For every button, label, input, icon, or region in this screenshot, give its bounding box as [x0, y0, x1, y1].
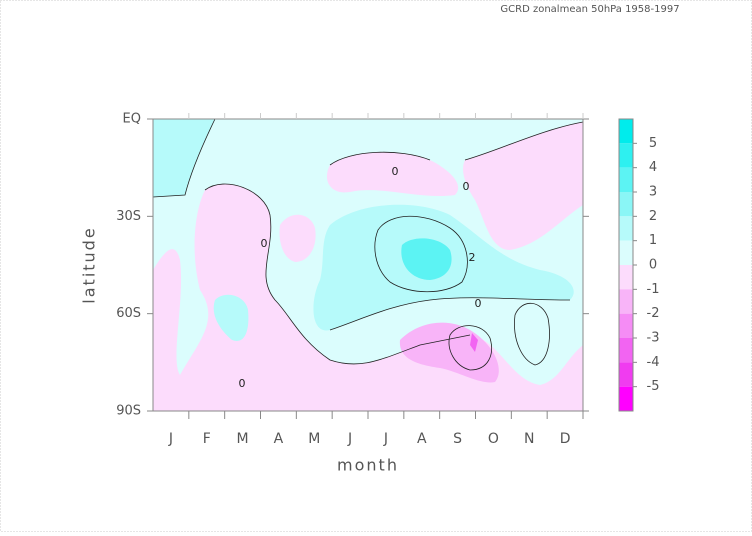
field	[326, 152, 459, 197]
colorbar-swatch	[619, 338, 633, 363]
colorbar-label: 3	[649, 185, 657, 200]
colorbar-label: -2	[647, 306, 660, 321]
x-tick-label: J	[168, 431, 173, 447]
colorbar-label: 5	[649, 136, 657, 151]
x-tick-label: J	[383, 431, 388, 447]
colorbar-swatch	[619, 143, 633, 168]
contour-label: 0	[475, 297, 482, 310]
contour-label: 0	[261, 237, 268, 250]
x-tick-label: O	[488, 431, 499, 447]
y-tick-label: EQ	[123, 112, 141, 127]
y-tick-label: 90S	[116, 404, 141, 419]
plot-area	[152, 118, 584, 411]
x-tick-label: M	[237, 431, 249, 447]
contour-label: 2	[469, 251, 476, 264]
colorbar-label: 1	[649, 233, 657, 248]
colorbar-swatch	[619, 192, 633, 217]
field	[514, 302, 550, 366]
x-tick-label: A	[417, 431, 427, 447]
field	[463, 122, 583, 250]
colorbar-label: -4	[647, 355, 660, 370]
y-tick-label: 60S	[116, 306, 141, 321]
colorbar-swatch	[619, 362, 633, 387]
colorbar-swatch	[619, 240, 633, 265]
x-tick-label: N	[524, 431, 534, 447]
colorbar-swatch	[619, 386, 633, 411]
colorbar-swatch	[619, 119, 633, 144]
colorbar-label: 2	[649, 209, 657, 224]
contour-line	[152, 118, 584, 365]
field	[448, 325, 492, 371]
field	[401, 238, 452, 280]
colorbar-swatch	[619, 216, 633, 241]
x-axis-label: month	[337, 456, 399, 475]
x-tick-label: D	[560, 431, 571, 447]
colorbar-label: 4	[649, 160, 657, 175]
colorbar-label: -3	[647, 331, 660, 346]
colorbar-swatch	[619, 313, 633, 338]
field	[279, 214, 316, 262]
x-tick-label: M	[308, 431, 320, 447]
x-tick-label: J	[347, 431, 352, 447]
field	[213, 294, 249, 341]
y-axis-label: latitude	[80, 226, 99, 303]
colorbar-label: -1	[647, 282, 660, 297]
x-tick-label: S	[453, 431, 462, 447]
colorbar-label: 0	[649, 258, 657, 273]
x-tick-label: A	[274, 431, 284, 447]
contour-label: 0	[392, 165, 399, 178]
y-tick-label: 30S	[116, 209, 141, 224]
colorbar-swatch	[619, 289, 633, 314]
field	[153, 119, 215, 197]
contour-label: 0	[463, 180, 470, 193]
colorbar-label: -5	[647, 379, 660, 394]
colorbar-swatch	[619, 167, 633, 192]
field	[374, 215, 468, 293]
colorbar-swatch	[619, 265, 633, 290]
contour-label: 0	[239, 377, 246, 390]
chart-title: GCRD zonalmean 50hPa 1958-1997	[500, 4, 679, 15]
x-tick-label: F	[203, 431, 211, 447]
field	[470, 333, 478, 352]
